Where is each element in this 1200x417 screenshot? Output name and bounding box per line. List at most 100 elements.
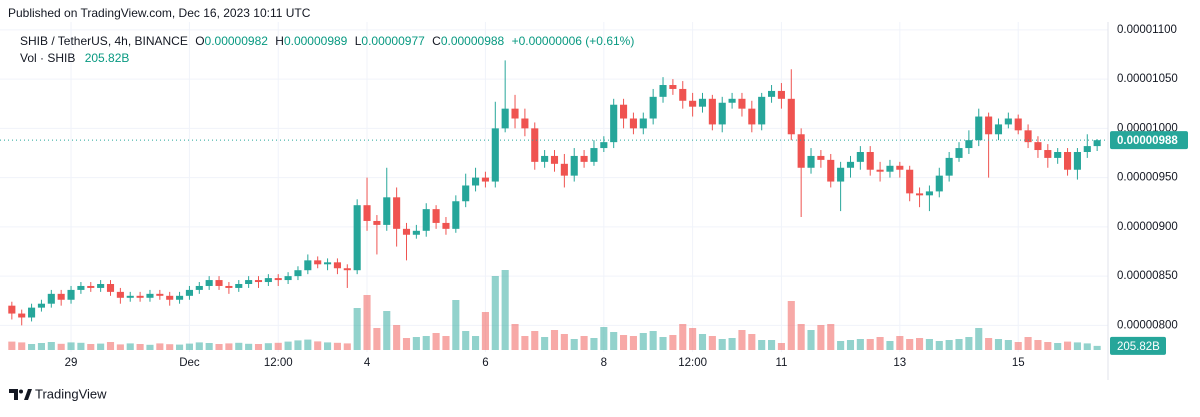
- last-price-box: [1110, 131, 1188, 150]
- volume-bar: [807, 330, 815, 350]
- candle-body: [245, 280, 253, 284]
- candle-body: [521, 118, 529, 129]
- candle-body: [649, 96, 657, 119]
- candle-body: [215, 280, 223, 286]
- y-tick-label: 0.00001050: [1117, 73, 1178, 85]
- candle-body: [600, 142, 608, 149]
- volume-bar: [333, 342, 341, 350]
- candle-body: [373, 220, 381, 225]
- volume-bar: [945, 340, 953, 350]
- volume-bar: [896, 336, 904, 350]
- candle-body: [353, 205, 361, 271]
- volume-bar: [758, 340, 766, 350]
- candle-body: [659, 85, 667, 97]
- candle-body: [965, 140, 973, 149]
- volume-bar: [412, 337, 420, 350]
- candle-body: [8, 305, 16, 314]
- candle-body: [462, 185, 470, 202]
- last-volume-box: [1110, 336, 1166, 355]
- volume-bar: [748, 334, 756, 350]
- volume-bar: [768, 340, 776, 350]
- volume-bar: [797, 324, 805, 350]
- volume-bar: [47, 342, 55, 350]
- grid: [0, 22, 1108, 352]
- volume-bar: [87, 344, 95, 350]
- volume-bar: [590, 338, 598, 350]
- candle-body: [254, 280, 263, 283]
- candle-body: [1073, 152, 1081, 170]
- candle-body: [620, 104, 628, 119]
- y-tick-label: 0.00000800: [1117, 319, 1178, 331]
- volume-bar: [856, 339, 864, 350]
- volume-bar: [787, 301, 795, 350]
- volume-bar: [521, 336, 529, 350]
- last-price-label: 0.00000988: [1117, 135, 1178, 147]
- volume-bar: [422, 336, 430, 350]
- candle-body: [777, 90, 785, 99]
- candle-body: [738, 98, 746, 109]
- volume-bar: [570, 339, 578, 350]
- legend-value: 0.00000988: [441, 34, 505, 48]
- volume-bar: [1063, 341, 1072, 350]
- volume-bar: [629, 336, 637, 350]
- candle-body: [698, 98, 707, 107]
- candle-body: [915, 193, 924, 196]
- candle-body: [185, 289, 193, 296]
- volume-bar: [886, 341, 894, 350]
- x-tick-label: 4: [364, 357, 371, 369]
- legend-ohlc: SHIB / TetherUS, 4h, BINANCE O0.00000982…: [20, 34, 634, 48]
- candle-body: [580, 155, 588, 162]
- candle-body: [314, 260, 322, 265]
- candle-body: [28, 307, 36, 318]
- volume-bar: [18, 342, 26, 350]
- volume-bar: [610, 332, 618, 350]
- brand-name: TradingView: [35, 386, 107, 401]
- x-tick-label: Dec: [179, 357, 200, 369]
- volume-bar: [708, 336, 716, 350]
- candle-body: [935, 175, 943, 192]
- candle-body: [343, 268, 351, 271]
- volume-bar: [274, 342, 282, 350]
- candle-body: [87, 285, 95, 288]
- candle-body: [639, 118, 647, 129]
- candle-body: [837, 167, 845, 182]
- candle-body: [304, 260, 312, 271]
- candle-body: [807, 155, 815, 168]
- volume-bar: [846, 340, 855, 350]
- volume-bar: [491, 276, 499, 350]
- volume-bar: [1034, 340, 1042, 350]
- volume-bar: [195, 342, 203, 350]
- volume-bar: [363, 295, 371, 350]
- candle-body: [166, 295, 174, 300]
- candle-body: [708, 98, 716, 125]
- candle-body: [728, 98, 736, 103]
- candle-body: [67, 289, 75, 300]
- volume-bar: [472, 336, 480, 350]
- volume-bar: [837, 341, 845, 350]
- volume-bar: [531, 331, 539, 350]
- candles: [0, 60, 1108, 326]
- volume-bar: [294, 340, 302, 350]
- candle-body: [491, 128, 499, 182]
- volume-bar: [353, 308, 361, 350]
- volume-bar: [511, 324, 519, 350]
- volume-bar: [304, 339, 312, 350]
- candle-body: [629, 118, 637, 129]
- last-volume-label: 205.82B: [1117, 341, 1160, 353]
- volume-bar: [136, 344, 144, 350]
- legend-label: L: [355, 34, 362, 48]
- candle-body: [383, 197, 391, 225]
- y-tick-label: 0.00000900: [1117, 221, 1178, 233]
- candle-body: [422, 209, 430, 231]
- volume-bar: [314, 341, 322, 350]
- y-tick-label: 0.00000950: [1117, 172, 1178, 184]
- volume-bar: [185, 343, 193, 350]
- x-tick-label: 12:00: [678, 357, 707, 369]
- volume-bar: [817, 325, 825, 350]
- volume-bar: [1024, 337, 1032, 350]
- volume-bar: [955, 339, 963, 350]
- volume-bar: [698, 334, 707, 350]
- candle-body: [47, 293, 55, 304]
- volume-bar: [994, 339, 1003, 350]
- x-tick-label: 6: [482, 357, 488, 369]
